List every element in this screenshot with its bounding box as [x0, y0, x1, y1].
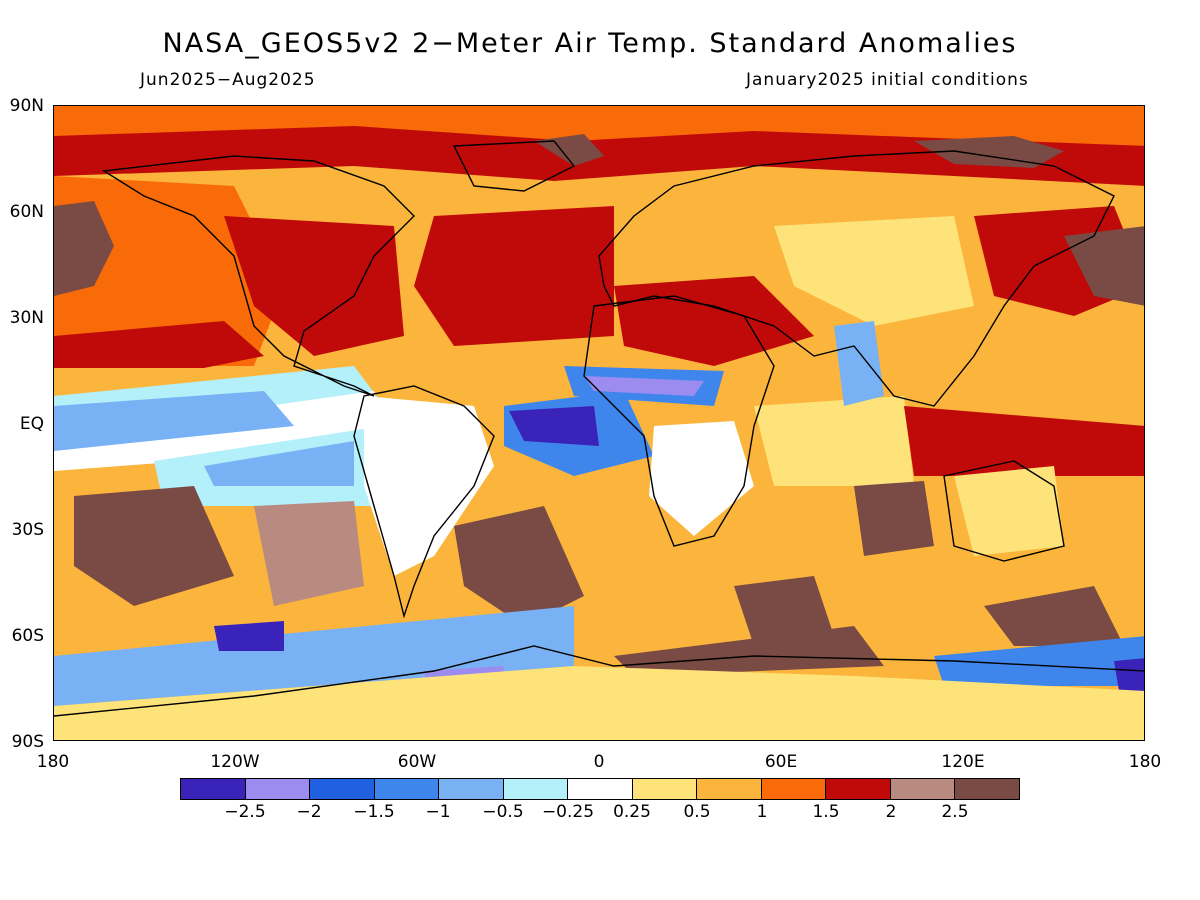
- central-asia-pale: [774, 216, 974, 326]
- southern-ocean-east-blue: [934, 636, 1144, 686]
- coastlines: [54, 140, 1144, 717]
- south-indian-brown-2: [854, 481, 934, 556]
- north-pacific-brown: [54, 201, 114, 296]
- antarctica-band: [54, 666, 1144, 740]
- colorbar-swatch: [760, 779, 826, 799]
- north-pacific-red: [54, 321, 264, 368]
- colorbar-label: 0.25: [613, 802, 651, 822]
- south-america-pale: [364, 396, 494, 576]
- eurasia-coastline: [598, 150, 1115, 407]
- colorbar-label: −0.5: [482, 802, 524, 822]
- lat-label-30n: 30N: [9, 308, 44, 328]
- colorbar-label: −2: [296, 802, 322, 822]
- colorbar-swatch: [502, 779, 568, 799]
- south-pacific-blue: [204, 441, 354, 486]
- antarctica-coastline: [54, 645, 1144, 717]
- africa-pale: [649, 421, 754, 536]
- colorbar-swatch: [696, 779, 761, 799]
- lon-label-60w: 60W: [397, 752, 437, 772]
- colorbar-swatch: [244, 779, 310, 799]
- colorbar-swatch: [567, 779, 632, 799]
- initial-conditions-subtitle: January2025 initial conditions: [746, 70, 1029, 90]
- lat-label-60s: 60S: [11, 626, 44, 646]
- lon-label-180w: 180: [36, 752, 70, 772]
- colorbar-swatch: [373, 779, 439, 799]
- north-pacific-brown-east: [1064, 226, 1144, 306]
- north-america-red: [224, 216, 404, 356]
- southern-ocean-blue-band: [54, 606, 574, 706]
- india-blue: [834, 321, 884, 406]
- colorbar-swatch: [954, 779, 1019, 799]
- south-pacific-brown-2: [254, 501, 364, 606]
- north-america-coastline: [101, 155, 415, 397]
- lon-label-60e: 60E: [764, 752, 798, 772]
- greenland-coastline: [452, 140, 576, 192]
- anomaly-map: [53, 105, 1145, 741]
- colorbar-label: 2.5: [941, 802, 969, 822]
- tropical-atlantic-purple: [509, 406, 599, 446]
- antarctic-coast-brown: [614, 626, 884, 676]
- lon-label-120e: 120E: [941, 752, 985, 772]
- north-atlantic-red: [414, 206, 614, 346]
- colorbar: [180, 778, 1020, 800]
- australia-coastline: [943, 460, 1065, 562]
- colorbar-label: −0.25: [541, 802, 595, 822]
- europe-asia-red: [614, 276, 814, 366]
- season-subtitle: Jun2025−Aug2025: [140, 70, 316, 90]
- colorbar-label: −2.5: [224, 802, 266, 822]
- australia-pale: [954, 466, 1064, 556]
- lat-label-30s: 30S: [11, 520, 44, 540]
- colorbar-label: −1.5: [353, 802, 395, 822]
- south-atlantic-brown: [454, 506, 584, 626]
- southern-ocean-east-purple: [1114, 658, 1144, 691]
- africa-coastline: [583, 295, 775, 547]
- lat-label-90n: 90N: [9, 96, 44, 116]
- lon-label-180e: 180: [1128, 752, 1162, 772]
- sahel-purple-band: [584, 376, 704, 396]
- colorbar-label: 2: [885, 802, 897, 822]
- colorbar-swatch: [889, 779, 955, 799]
- south-australia-brown: [984, 586, 1124, 646]
- colorbar-swatch: [631, 779, 697, 799]
- lat-label-90s: 90S: [11, 732, 44, 752]
- southern-ocean-purple-1: [214, 621, 284, 651]
- maritime-continent-red: [904, 406, 1144, 476]
- greenland-brown: [534, 134, 604, 166]
- pacific-blue-band: [54, 391, 294, 451]
- chart-title: NASA_GEOS5v2 2−Meter Air Temp. Standard …: [162, 28, 1018, 59]
- lon-label-120w: 120W: [210, 752, 260, 772]
- lon-label-0: 0: [593, 752, 605, 772]
- colorbar-swatch: [438, 779, 503, 799]
- siberia-brown: [914, 136, 1064, 168]
- colorbar-swatch: [181, 779, 245, 799]
- south-pacific-brown-1: [74, 486, 234, 606]
- colorbar-label: 1: [756, 802, 768, 822]
- colorbar-swatch: [309, 779, 374, 799]
- colorbar-label: 1.5: [812, 802, 840, 822]
- south-america-coastline: [353, 385, 495, 619]
- colorbar-label: −1: [425, 802, 451, 822]
- indian-ocean-warm: [754, 396, 914, 486]
- colorbar-label: 0.5: [683, 802, 711, 822]
- colorbar-swatch: [825, 779, 890, 799]
- lat-label-eq: EQ: [19, 414, 44, 434]
- south-indian-brown-1: [734, 576, 834, 646]
- lat-label-60n: 60N: [9, 202, 44, 222]
